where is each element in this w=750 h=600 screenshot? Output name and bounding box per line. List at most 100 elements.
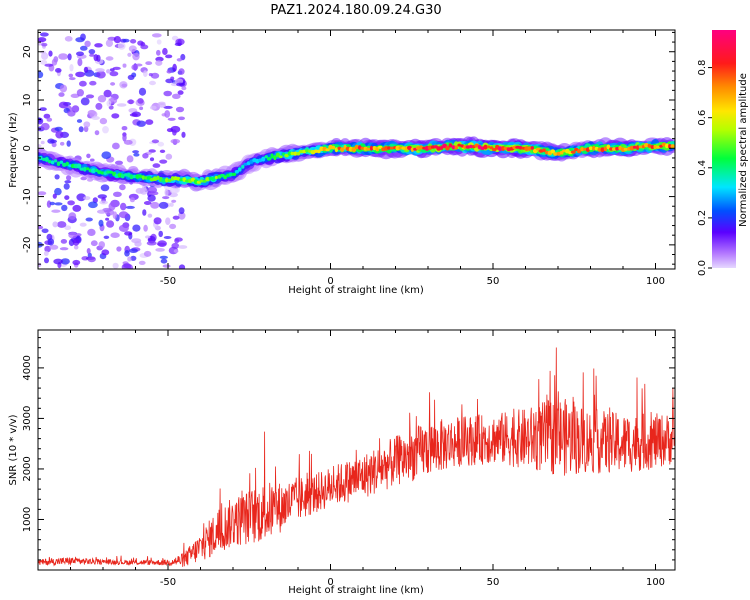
noise-blob (91, 116, 100, 120)
noise-blob (166, 69, 172, 74)
noise-blob (75, 71, 85, 78)
snr-x-tick-label: 100 (646, 577, 665, 588)
noise-blob (80, 33, 86, 41)
noise-blob (89, 53, 95, 57)
ridge-blob (665, 143, 669, 149)
ridge-blob (211, 176, 216, 182)
ridge-blob (156, 175, 160, 180)
noise-blob (103, 235, 110, 239)
spectrogram-x-tick-label: -50 (160, 276, 176, 287)
noise-blob (132, 150, 140, 154)
ridge-blob (129, 174, 134, 180)
snr-x-tick-label: -50 (160, 577, 176, 588)
ridge-blob (48, 159, 52, 164)
ridge-blob (524, 146, 529, 152)
noise-blob (96, 70, 106, 79)
noise-blob (86, 153, 91, 159)
noise-blob (79, 80, 87, 87)
ridge-blob (270, 153, 274, 159)
noise-blob (178, 207, 185, 215)
ridge-blob (208, 176, 213, 181)
noise-blob (86, 248, 91, 254)
noise-blob (127, 74, 135, 80)
noise-blob (87, 228, 96, 236)
ridge-blob (457, 143, 462, 147)
ridge-blob (647, 143, 651, 148)
noise-blob (80, 97, 90, 106)
noise-blob (110, 82, 116, 86)
ridge-blob (460, 144, 464, 148)
noise-blob (72, 259, 81, 266)
noise-blob (165, 54, 173, 59)
noise-blob (138, 260, 146, 265)
noise-blob (41, 228, 49, 234)
ridge-blob (302, 149, 307, 154)
noise-blob (155, 248, 165, 252)
noise-blob (46, 117, 53, 122)
noise-blob (51, 142, 57, 148)
ridge-blob (469, 144, 473, 149)
ridge-blob (592, 145, 596, 151)
noise-blob (180, 53, 186, 61)
noise-blob (157, 103, 167, 108)
noise-blob (63, 183, 70, 190)
colorbar-tick-label: 0.4 (697, 160, 708, 176)
noise-blob (172, 93, 181, 100)
snr-panel: -50 0 50 100 1000 2000 3000 4000 Height of stra… (8, 329, 676, 596)
noise-blob (163, 90, 172, 97)
noise-blob (78, 126, 84, 133)
noise-blob (113, 191, 122, 197)
noise-blob (44, 245, 51, 253)
noise-blob (115, 160, 123, 165)
noise-blob (164, 110, 171, 118)
noise-blob (100, 184, 110, 192)
ridge-blob (179, 178, 184, 182)
noise-blob (70, 93, 80, 99)
noise-blob (151, 33, 162, 38)
noise-blob (105, 39, 113, 47)
noise-blob (51, 209, 61, 213)
ridge-blob (152, 176, 158, 181)
ridge-blob (170, 176, 175, 181)
colorbar-gradient (712, 30, 736, 268)
ridge-blob (59, 160, 64, 164)
noise-blob (89, 80, 97, 86)
noise-blob (178, 245, 188, 249)
noise-blob (52, 193, 57, 199)
noise-blob (76, 51, 84, 57)
noise-blob (59, 84, 68, 93)
ridge-blob (305, 149, 310, 153)
ridge-blob (597, 147, 602, 152)
ridge-blob (623, 147, 629, 151)
ridge-blob (436, 146, 442, 151)
noise-blob (58, 101, 69, 109)
noise-blob (101, 151, 112, 159)
noise-blob (122, 134, 127, 142)
ridge-blob (214, 175, 218, 180)
noise-blob (44, 257, 49, 264)
noise-blob (105, 217, 110, 221)
ridge-blob (123, 173, 128, 177)
noise-blob (126, 155, 134, 163)
noise-blob (41, 42, 48, 47)
noise-blob (138, 87, 147, 96)
noise-blob (68, 73, 74, 78)
ridge-blob (354, 144, 359, 150)
noise-blob (90, 158, 95, 162)
ridge-blob (372, 146, 377, 151)
ridge-blob (659, 144, 663, 148)
ridge-blob (542, 148, 546, 153)
ridge-blob (668, 144, 672, 149)
noise-blob (106, 69, 111, 74)
snr-series-line (38, 347, 675, 567)
noise-blob (116, 246, 122, 252)
noise-blob (54, 187, 62, 196)
ridge-blob (100, 171, 105, 175)
ridge-blob (266, 157, 272, 161)
ridge-blob (655, 145, 661, 149)
spectrogram-ticks: -50 0 50 100 -20 -10 0 10 20 (22, 30, 675, 287)
noise-blob (61, 204, 68, 212)
noise-blob (88, 201, 98, 209)
noise-blob (111, 113, 120, 119)
noise-blob (43, 250, 49, 256)
